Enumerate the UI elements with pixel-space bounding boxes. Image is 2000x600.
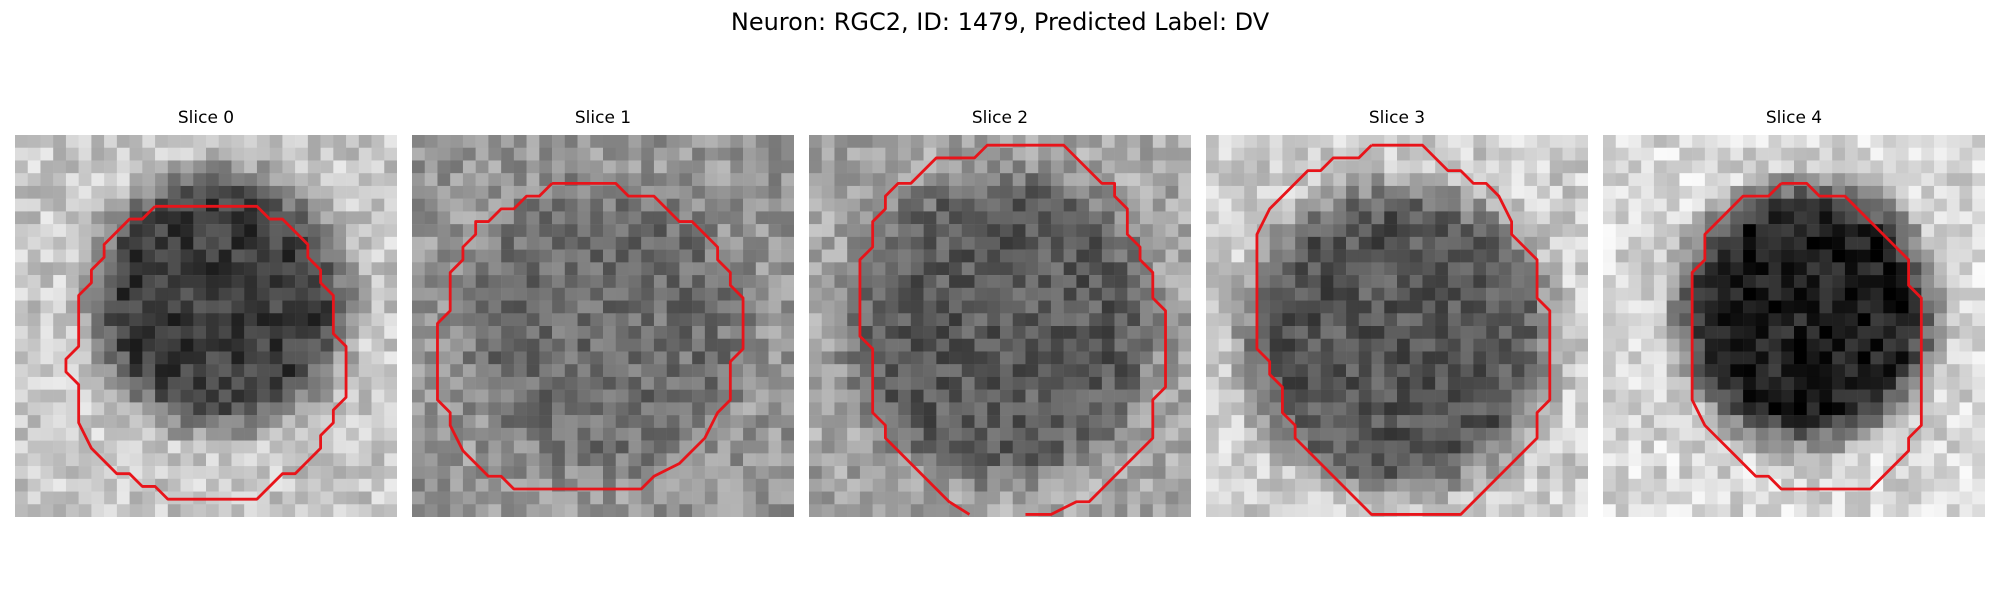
slice-1-panel bbox=[412, 135, 794, 517]
slice-1-contour bbox=[436, 181, 745, 491]
slice-3-panel bbox=[1206, 135, 1588, 517]
slice-1-image bbox=[412, 135, 794, 517]
slice-3-title: Slice 3 bbox=[1368, 108, 1426, 128]
slice-0-contour bbox=[64, 204, 348, 501]
slice-3-contour bbox=[1255, 143, 1552, 516]
slice-2-panel bbox=[809, 135, 1191, 517]
slice-2-image bbox=[809, 135, 1191, 517]
slice-3-pixels bbox=[1206, 135, 1588, 517]
slice-2-title: Slice 2 bbox=[971, 108, 1029, 128]
slice-0-panel bbox=[15, 135, 397, 517]
slice-4-panel bbox=[1603, 135, 1985, 517]
slice-2-pixels bbox=[809, 135, 1191, 517]
slice-1-title: Slice 1 bbox=[574, 108, 632, 128]
slice-4-contour bbox=[1690, 181, 1923, 491]
slice-0-image bbox=[15, 135, 397, 517]
slice-2-contour bbox=[858, 143, 1167, 516]
figure-title: Neuron: RGC2, ID: 1479, Predicted Label:… bbox=[730, 8, 1270, 36]
slice-0-pixels bbox=[15, 135, 397, 517]
slice-1-pixels bbox=[412, 135, 794, 517]
slice-3-image bbox=[1206, 135, 1588, 517]
slice-4-title: Slice 4 bbox=[1765, 108, 1823, 128]
slice-4-image bbox=[1603, 135, 1985, 517]
slice-4-pixels bbox=[1603, 135, 1985, 517]
slice-0-title: Slice 0 bbox=[177, 108, 235, 128]
